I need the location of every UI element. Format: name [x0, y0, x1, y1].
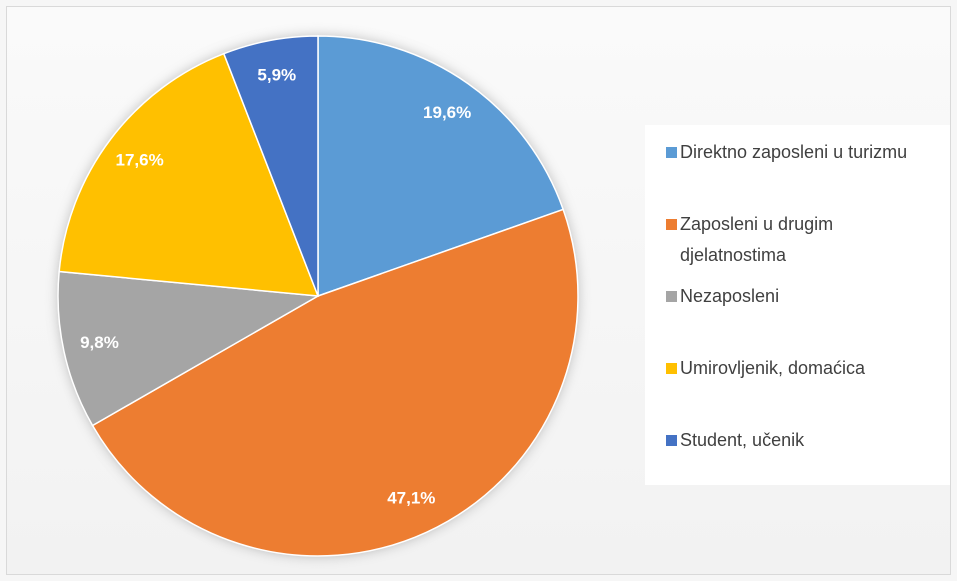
- pie-slice: [91, 208, 579, 557]
- legend-swatch: [666, 219, 677, 230]
- pie-slice: [57, 270, 321, 427]
- legend-swatch: [666, 147, 677, 158]
- legend-swatch: [666, 291, 677, 302]
- legend-label: Nezaposleni: [680, 286, 780, 306]
- legend-item: Nezaposleni: [666, 281, 930, 353]
- pie-slice: [222, 35, 319, 297]
- data-label: 17,6%: [116, 151, 164, 170]
- legend-item: Umirovljenik, domaćica: [666, 353, 930, 425]
- legend-swatch: [666, 363, 677, 374]
- legend-item: Direktno zaposleni u turizmu: [666, 137, 930, 209]
- data-label: 5,9%: [257, 66, 296, 85]
- data-label: 9,8%: [80, 333, 119, 352]
- legend-label: Zaposleni u drugim djelatnostima: [680, 214, 834, 265]
- legend-label: Direktno zaposleni u turizmu: [680, 142, 908, 162]
- data-label: 47,1%: [387, 489, 435, 508]
- legend-item: Zaposleni u drugim djelatnostima: [666, 209, 930, 281]
- legend-item: Student, učenik: [666, 425, 930, 497]
- legend-label: Student, učenik: [680, 430, 805, 450]
- pie-slice: [58, 52, 320, 297]
- legend-label: Umirovljenik, domaćica: [680, 358, 866, 378]
- data-label: 19,6%: [423, 103, 471, 122]
- legend: Direktno zaposleni u turizmu Zaposleni u …: [645, 125, 950, 485]
- legend-swatch: [666, 435, 677, 446]
